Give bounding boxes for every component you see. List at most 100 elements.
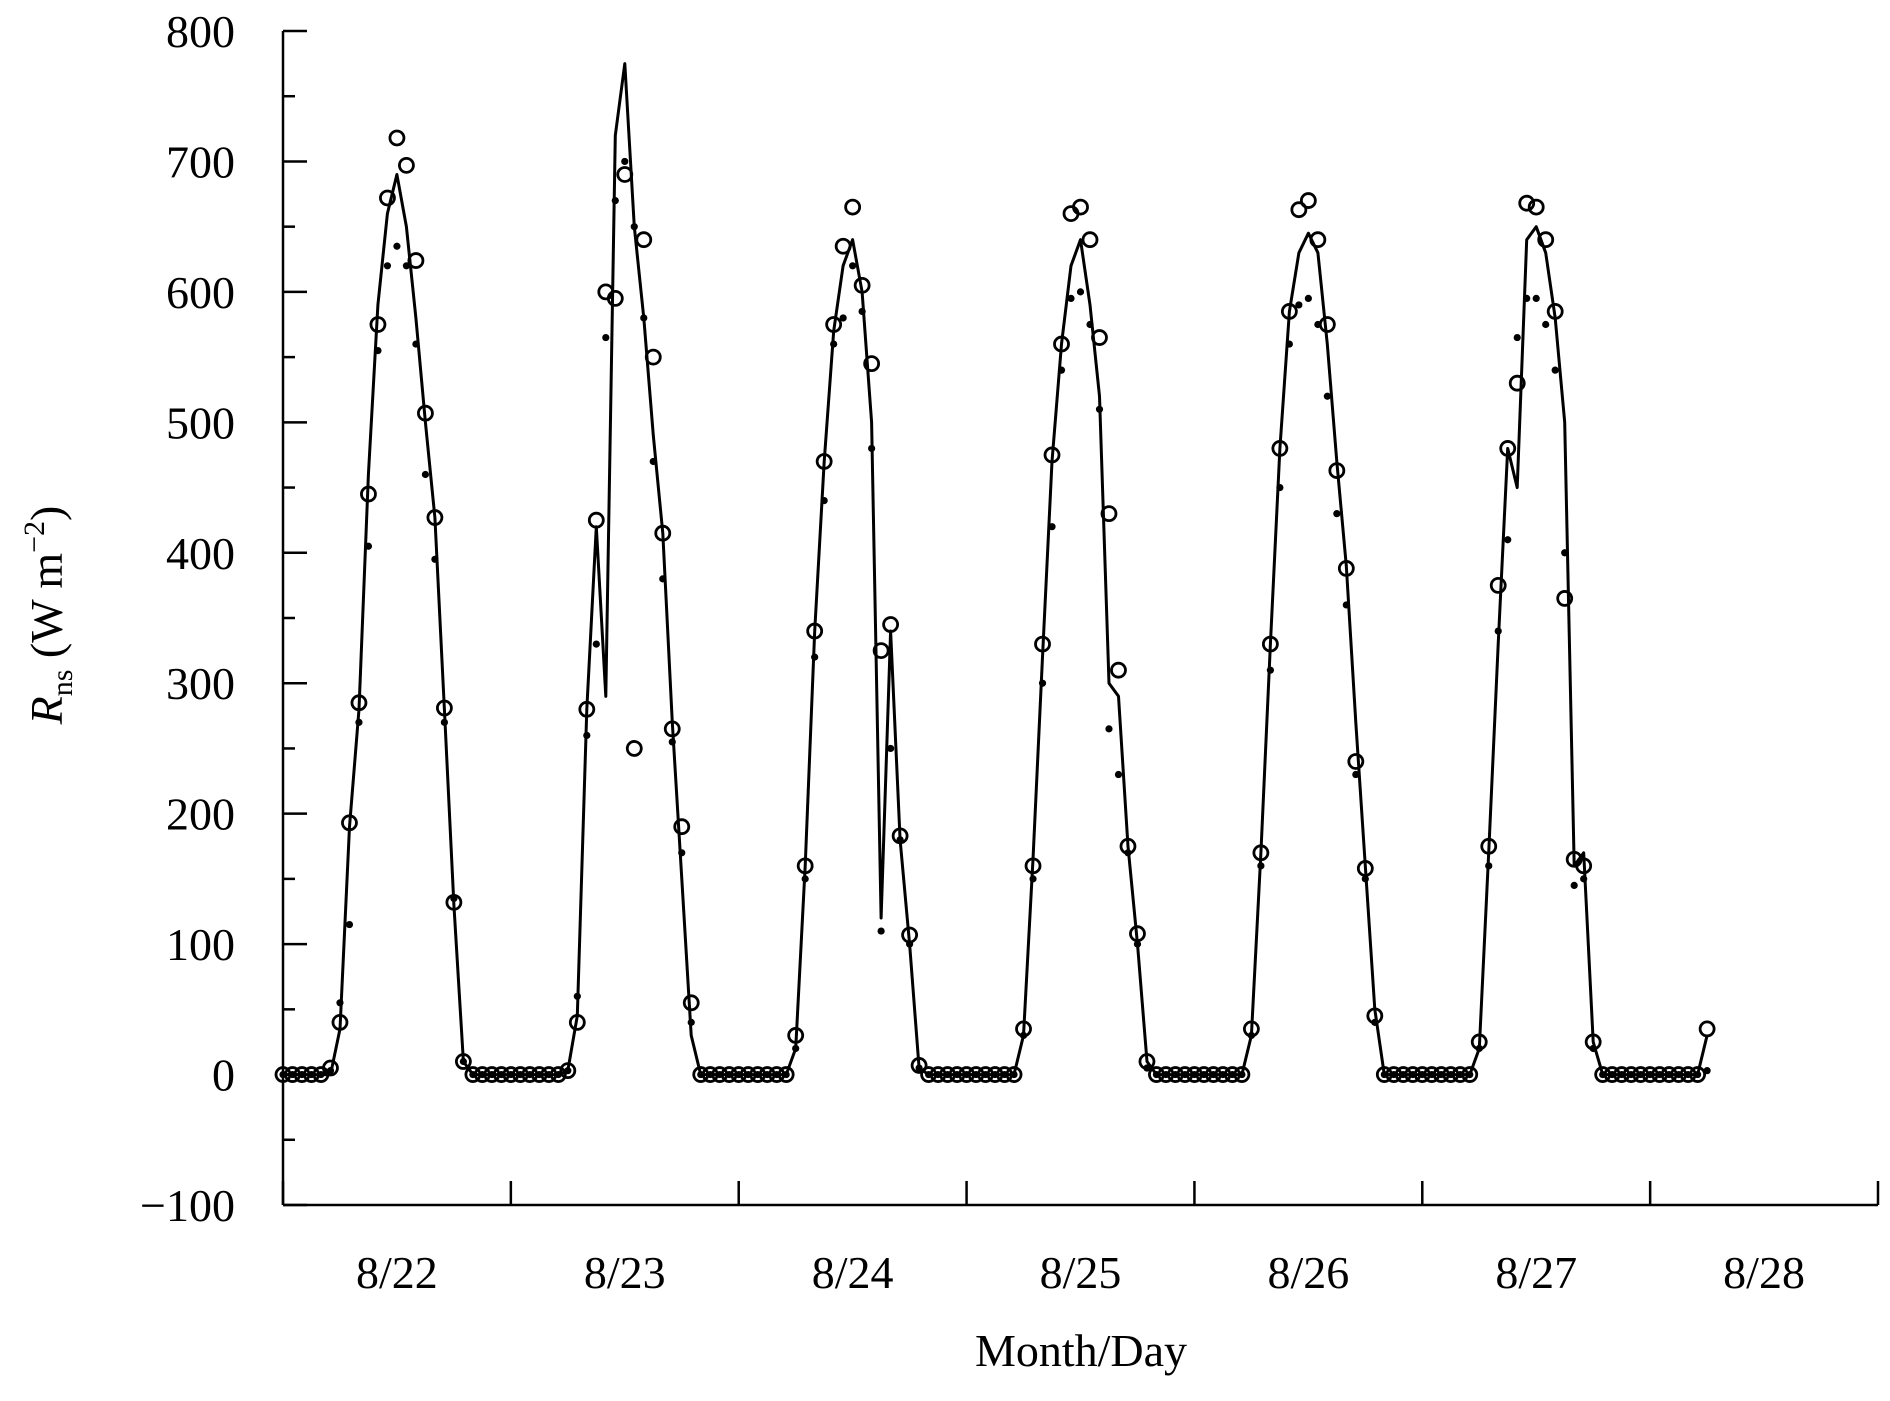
y-tick-label: 800: [166, 6, 235, 57]
dot-point: [1067, 294, 1075, 303]
open-circle-point: [417, 404, 434, 422]
open-circle-point: [1091, 329, 1108, 346]
dot-point: [1057, 366, 1066, 374]
open-circle-point: [379, 189, 396, 207]
dot-point: [1352, 770, 1360, 779]
dot-point: [611, 196, 619, 205]
open-circle-point: [1034, 635, 1051, 653]
dot-point: [887, 744, 895, 753]
dot-point: [754, 1070, 762, 1079]
open-circle-point: [910, 1057, 928, 1074]
dot-point: [1304, 294, 1312, 303]
dot-point: [1599, 1070, 1607, 1079]
dot-point: [792, 1044, 800, 1053]
dot-point: [1390, 1070, 1398, 1079]
dot-point: [412, 340, 420, 348]
dot-point: [1133, 940, 1142, 948]
dot-point: [450, 894, 458, 903]
open-circle-point: [673, 818, 691, 836]
y-tick-label: 100: [166, 919, 235, 970]
open-circle-point: [644, 348, 662, 366]
dot-point: [1627, 1070, 1635, 1079]
open-circle-point: [341, 814, 358, 832]
y-axis-title-close: ): [21, 506, 72, 521]
dot-point: [773, 1070, 781, 1079]
dot-point: [830, 340, 838, 348]
open-circle-point: [1508, 374, 1526, 392]
dot-point: [307, 1070, 316, 1079]
y-axis-title-exponent: −2: [18, 521, 51, 553]
dot-point: [526, 1070, 534, 1079]
open-circle-point: [1271, 440, 1289, 457]
dot-point: [279, 1070, 287, 1079]
open-circle-point: [682, 994, 700, 1012]
dot-point: [592, 640, 600, 648]
dot-point: [1380, 1070, 1388, 1079]
open-circle-point: [369, 316, 387, 333]
dot-point: [1371, 1018, 1379, 1026]
dot-point: [1570, 881, 1578, 890]
dot-point: [991, 1070, 999, 1079]
dot-point: [839, 314, 847, 322]
open-circle-point: [1252, 844, 1270, 862]
dot-point: [1276, 483, 1284, 492]
open-circle-point: [331, 1013, 349, 1031]
open-circle-point: [1024, 857, 1042, 875]
dot-point: [1504, 536, 1512, 544]
open-circle-point: [1575, 857, 1593, 875]
dot-point: [326, 1067, 335, 1075]
dot-point: [858, 307, 866, 316]
open-circle-point: [635, 231, 653, 249]
open-circle-point: [1546, 303, 1564, 320]
open-circle-point: [1280, 303, 1298, 320]
dot-point: [1238, 1070, 1246, 1079]
dot-point: [1019, 1031, 1028, 1040]
dot-point: [1181, 1070, 1189, 1079]
dot-point: [1399, 1070, 1407, 1079]
open-circle-point: [1527, 198, 1545, 216]
x-tick-label: 8/27: [1495, 1247, 1577, 1298]
dot-point: [1323, 392, 1331, 400]
open-circle-point: [1072, 198, 1089, 216]
open-circle-point: [559, 1062, 577, 1080]
dot-point: [288, 1070, 297, 1079]
dot-point: [1209, 1070, 1218, 1079]
dot-point: [535, 1070, 543, 1079]
open-circle-point: [806, 622, 824, 640]
dot-point: [1114, 770, 1123, 779]
dot-point: [1076, 288, 1085, 296]
open-circle-point: [1328, 462, 1346, 479]
open-circle-point: [882, 616, 900, 633]
dot-point: [459, 1057, 467, 1066]
dot-point: [924, 1070, 933, 1079]
dot-point: [1561, 549, 1569, 557]
x-tick-label: 8/22: [356, 1247, 438, 1298]
open-circle-point: [1347, 753, 1365, 770]
dot-point: [1475, 1044, 1483, 1053]
open-circle-point: [1337, 560, 1355, 577]
dot-point: [516, 1070, 524, 1079]
open-circle-point: [1081, 231, 1099, 249]
dot-point: [943, 1070, 952, 1079]
open-circle-point: [1499, 440, 1517, 457]
x-tick-label: 8/26: [1267, 1247, 1349, 1298]
dot-point: [554, 1070, 562, 1079]
open-circle-point: [1261, 635, 1279, 653]
dot-point: [1532, 294, 1540, 303]
open-circle-point: [1480, 837, 1498, 855]
dot-point: [1589, 1044, 1597, 1053]
dot-point: [1542, 320, 1550, 329]
dot-point: [630, 223, 638, 231]
dot-point: [1703, 1067, 1711, 1075]
dot-point: [687, 1018, 695, 1026]
open-circle-point: [796, 857, 814, 875]
open-circle-point: [853, 276, 871, 294]
dot-point: [1637, 1070, 1645, 1079]
dot-point: [1494, 627, 1502, 635]
dot-point: [735, 1070, 743, 1079]
dot-point: [962, 1070, 971, 1079]
open-circle-point: [663, 720, 681, 738]
dot-point: [1000, 1070, 1009, 1079]
dot-point: [393, 242, 401, 250]
dot-point: [545, 1070, 553, 1079]
